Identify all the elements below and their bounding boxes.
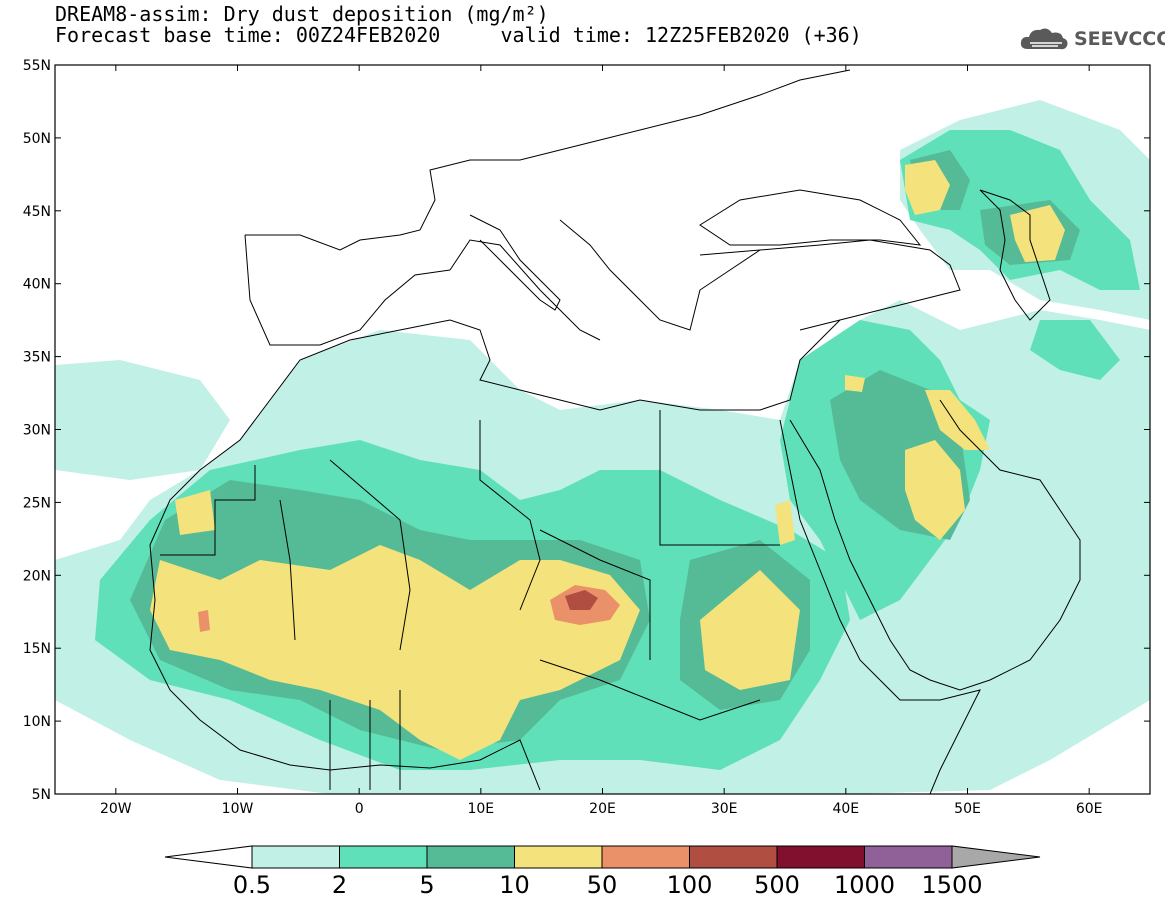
lat-tick-label: 30N: [23, 423, 51, 439]
coastlines: [149, 69, 1081, 794]
colorbar-label: 100: [667, 871, 713, 899]
lon-tick-label: 20W: [100, 801, 132, 817]
colorbar-label: 10: [499, 871, 530, 899]
lat-axis: 55N 50N 45N 40N 35N 30N 25N 20N 15N 10N 5N: [23, 58, 1150, 803]
seevccc-logo: SEEVCCC: [1018, 24, 1165, 54]
lon-tick-label: 50E: [954, 801, 981, 817]
colorbar-label: 1000: [834, 871, 895, 899]
lon-tick-label: 10W: [222, 801, 254, 817]
colorbar-arrow-high: [951, 845, 1041, 869]
lat-tick-label: 35N: [23, 350, 51, 366]
colorbar-label: 5: [419, 871, 434, 899]
colorbar-box: [426, 845, 515, 869]
lat-tick-label: 50N: [23, 131, 51, 147]
colorbar-label: 50: [587, 871, 618, 899]
lon-tick-label: 30E: [711, 801, 738, 817]
colorbar-box: [339, 845, 428, 869]
colorbar-label: 2: [332, 871, 347, 899]
lon-tick-label: 20E: [589, 801, 616, 817]
colorbar-box: [251, 845, 340, 869]
colorbar-box: [601, 845, 690, 869]
title-line-1: DREAM8-assim: Dry dust deposition (mg/m²…: [55, 2, 549, 26]
lat-tick-label: 40N: [23, 277, 51, 293]
lat-tick-label: 10N: [23, 714, 51, 730]
map-title: DREAM8-assim: Dry dust deposition (mg/m²…: [55, 4, 862, 46]
colorbar: 0.5 2 5 10 50 100 500 1000 1500: [164, 845, 1041, 899]
colorbar-label: 1500: [921, 871, 982, 899]
deposition-field: [55, 100, 1150, 794]
lon-tick-label: 10E: [467, 801, 494, 817]
colorbar-label: 0.5: [233, 871, 271, 899]
title-line-2: Forecast base time: 00Z24FEB2020 valid t…: [55, 23, 862, 47]
lat-tick-label: 5N: [32, 787, 51, 803]
colorbar-box: [514, 845, 603, 869]
colorbar-box: [689, 845, 778, 869]
lat-tick-label: 20N: [23, 568, 51, 584]
cloud-icon: [1020, 28, 1068, 50]
contour-100-500: [565, 590, 598, 610]
colorbar-box: [864, 845, 953, 869]
lon-axis: 20W 10W 0 10E 20E 30E 40E 50E 60E: [100, 65, 1103, 817]
contour-10-50: [150, 160, 1065, 760]
lon-tick-label: 60E: [1076, 801, 1103, 817]
lat-tick-label: 45N: [23, 204, 51, 220]
colorbar-label: 500: [754, 871, 800, 899]
lat-tick-label: 25N: [23, 495, 51, 511]
lat-tick-label: 15N: [23, 641, 51, 657]
colorbar-arrow-low: [164, 845, 253, 869]
lon-tick-label: 40E: [832, 801, 859, 817]
logo-text: SEEVCCC: [1074, 28, 1165, 50]
lon-tick-label: 0: [355, 801, 364, 817]
lat-tick-label: 55N: [23, 58, 51, 74]
colorbar-box: [776, 845, 865, 869]
